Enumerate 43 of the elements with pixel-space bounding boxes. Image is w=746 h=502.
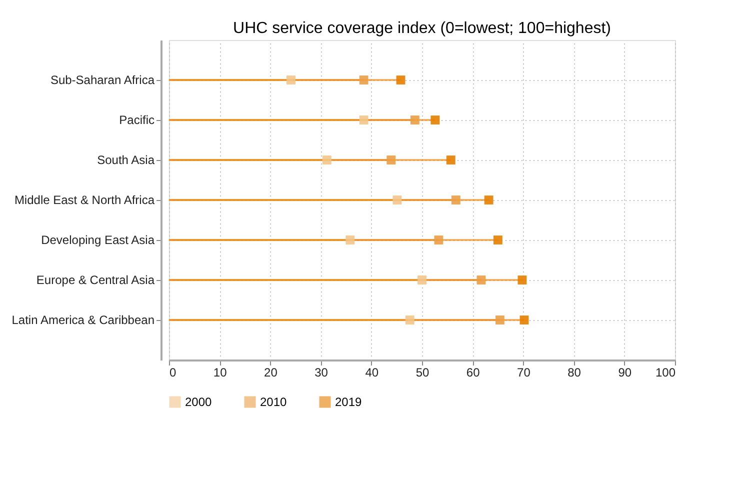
point	[410, 116, 420, 124]
x-tick-label: 60	[466, 366, 480, 380]
x-tick-label: 20	[264, 366, 278, 380]
point	[430, 116, 440, 124]
y-tick-label: Sub-Saharan Africa	[50, 73, 155, 87]
point	[396, 76, 406, 84]
y-tick-label: Europe & Central Asia	[36, 273, 155, 287]
y-tick-label: South Asia	[97, 153, 155, 167]
chart-title: UHC service coverage index (0=lowest; 100=highest)	[233, 20, 611, 37]
point	[476, 276, 486, 284]
x-tick-label: 90	[618, 366, 632, 380]
point	[446, 156, 456, 164]
y-tick-label: Latin America & Caribbean	[12, 313, 154, 327]
point	[451, 196, 460, 204]
point	[286, 76, 296, 84]
point	[518, 276, 527, 284]
point	[322, 156, 332, 164]
y-tick-label: Pacific	[119, 113, 154, 127]
legend-label: 2000	[185, 395, 212, 409]
x-tick-label: 10	[213, 366, 228, 380]
point	[386, 156, 396, 164]
x-tick-label: 70	[517, 366, 531, 380]
x-tick-label: 100	[655, 366, 676, 380]
point	[495, 316, 504, 324]
point	[484, 196, 494, 204]
x-tick-label: 50	[416, 366, 430, 380]
point	[359, 116, 368, 124]
x-tick-label: 40	[365, 366, 379, 380]
x-tick-label: 0	[170, 366, 176, 380]
legend-label: 2010	[260, 395, 288, 409]
point	[493, 236, 502, 244]
point	[405, 316, 414, 324]
point	[359, 76, 368, 84]
legend-label: 2019	[335, 395, 362, 409]
point	[434, 236, 444, 244]
point	[392, 196, 402, 204]
point	[418, 276, 426, 284]
point	[346, 236, 355, 244]
x-tick-label: 30	[314, 366, 328, 380]
y-tick-label: Developing East Asia	[41, 233, 155, 247]
point	[520, 316, 529, 324]
x-tick-label: 80	[568, 366, 582, 380]
y-tick-label: Middle East & North Africa	[14, 193, 155, 207]
